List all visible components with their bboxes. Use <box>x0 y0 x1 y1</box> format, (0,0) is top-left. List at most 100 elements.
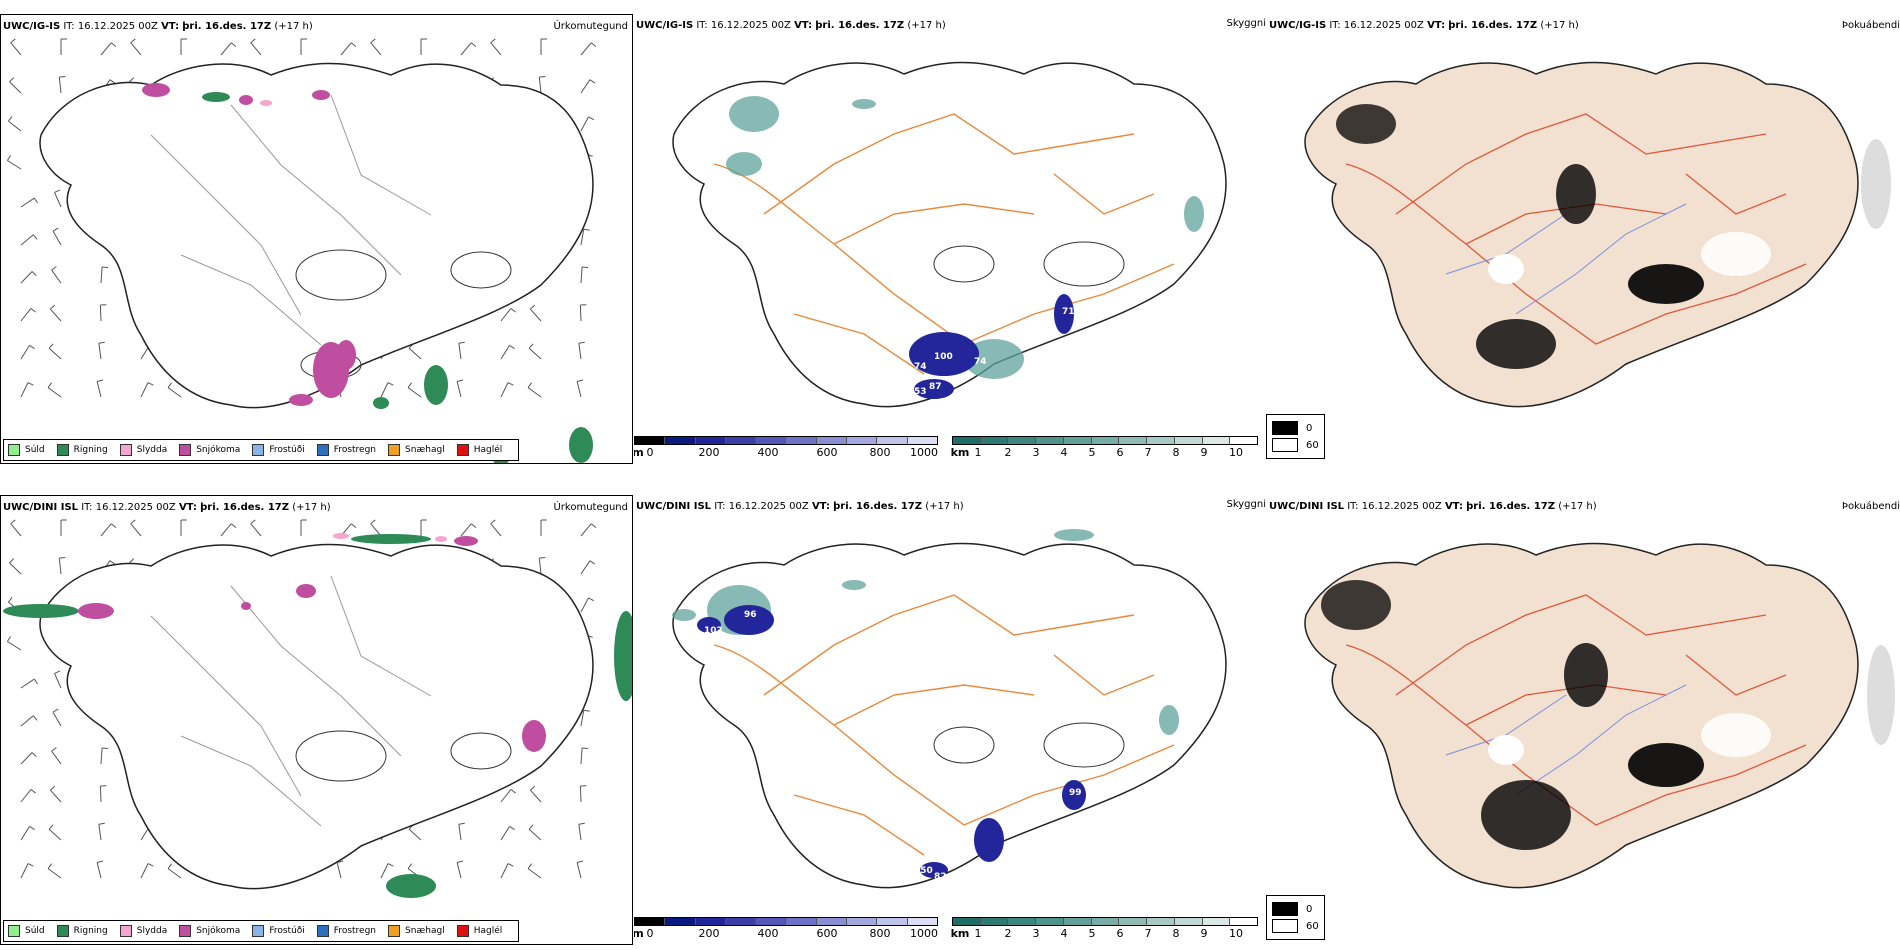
wind-barb <box>580 710 585 727</box>
wind-barb <box>100 523 112 537</box>
wind-barb <box>98 343 102 360</box>
wind-barb <box>100 266 103 284</box>
wind-barb <box>580 747 583 765</box>
wind-barb <box>527 387 542 398</box>
legend-swatch <box>388 444 401 456</box>
cloud-label: 100 <box>934 352 953 362</box>
wind-barb-flag <box>30 308 36 313</box>
wind-barb <box>20 197 35 208</box>
wind-barb <box>336 862 342 879</box>
wind-barb <box>20 345 30 360</box>
precip-legend: Súld Rigning Slydda Snjókoma Frostúði Fr… <box>3 439 520 461</box>
wind-barb <box>578 343 582 360</box>
wind-barb-flag <box>458 822 465 825</box>
wind-barb <box>538 77 542 94</box>
wind-barb <box>380 863 389 879</box>
wind-barb <box>580 266 583 284</box>
wind-barb-flag <box>528 824 534 830</box>
cbar-seg <box>980 437 1009 444</box>
legend-swatch <box>56 444 69 456</box>
visibility-map: 55 100 74 87 53 74 71 <box>672 61 1227 408</box>
cloud-base-colorbar: m 0 200 400 600 800 1000 <box>634 436 938 459</box>
legend-swatch <box>56 925 69 937</box>
cbar-seg <box>635 437 666 444</box>
cbar-seg <box>1230 437 1258 444</box>
wind-barb-flag <box>51 747 57 752</box>
unit: km <box>950 446 970 459</box>
cbar-seg <box>665 918 696 925</box>
wind-barb-flag <box>407 382 413 388</box>
wind-barb-flag <box>47 382 53 388</box>
cbar-seg <box>1147 918 1175 925</box>
cbar-seg <box>1174 437 1203 444</box>
cbar-seg <box>695 437 726 444</box>
wind-barb <box>500 826 510 841</box>
wind-barb-flag <box>10 38 16 44</box>
wind-barb <box>580 79 591 94</box>
wind-barb-flag <box>32 234 38 240</box>
wind-barb <box>51 750 62 765</box>
wind-barb-flag <box>10 519 16 525</box>
wind-barb-flag <box>588 597 595 602</box>
wind-barb-flag <box>29 825 35 831</box>
wind-barb-flag <box>130 519 136 525</box>
fog-legend: 0 60 <box>1266 414 1325 459</box>
wind-barb-flag <box>31 271 37 277</box>
wind-barb-flag <box>456 860 464 863</box>
wind-barb <box>49 308 62 322</box>
wind-barb <box>220 523 232 537</box>
wind-barb <box>51 269 62 284</box>
legend-swatch <box>1272 438 1298 452</box>
cloud-base-colorbar: m 0 200 400 600 800 1000 <box>634 917 938 940</box>
wind-barb-flag <box>33 197 39 204</box>
wind-barb <box>458 824 462 841</box>
wind-barb <box>576 381 582 398</box>
cloud-label: 102 <box>704 626 723 636</box>
legend-swatch <box>252 925 265 937</box>
legend-swatch <box>316 444 329 456</box>
wind-barb-flag <box>27 863 34 867</box>
wind-barb <box>49 789 62 803</box>
wind-barb-flag <box>350 523 357 528</box>
cloud-label: 150 <box>914 866 933 876</box>
wind-barb-flag <box>590 42 597 47</box>
legend-swatch <box>388 925 401 937</box>
legend-swatch <box>1272 421 1298 435</box>
panel-header: UWC/DINI ISL IT: 16.12.2025 00Z VT: þri.… <box>636 501 964 512</box>
panel-header: UWC/IG-IS IT: 16.12.2025 00Z VT: þri. 16… <box>3 21 313 32</box>
cloud-label: 99 <box>1069 788 1082 798</box>
wind-barb-flag <box>8 116 13 122</box>
cbar-seg <box>725 437 757 444</box>
wind-barb <box>100 747 103 765</box>
wind-barb <box>20 863 29 879</box>
wind-barb <box>500 345 510 360</box>
wind-barb <box>490 523 502 537</box>
wind-barb <box>58 558 62 575</box>
wind-barb <box>527 868 542 879</box>
wind-barb-flag <box>582 266 589 268</box>
wind-barb-flag <box>510 308 516 313</box>
wind-barb-flag <box>59 76 66 78</box>
wind-barb <box>380 382 389 398</box>
cloud-label: 74 <box>914 362 927 372</box>
wind-barb <box>578 824 582 841</box>
wind-barb <box>96 381 102 398</box>
wind-barb-flag <box>30 789 36 794</box>
visibility-panel-bottom: UWC/DINI ISL IT: 16.12.2025 00Z VT: þri.… <box>634 495 1266 945</box>
wind-barb <box>20 308 32 322</box>
wind-barb-flag <box>109 560 116 565</box>
wind-barb <box>220 42 232 56</box>
cloud-label: 96 <box>744 610 757 620</box>
wind-barb <box>167 868 182 879</box>
fog-legend: 0 60 <box>1266 895 1325 940</box>
wind-barb-flag <box>509 825 515 831</box>
wind-barb <box>580 597 589 613</box>
wind-barb-flag <box>47 863 53 869</box>
cbar-seg <box>1008 918 1037 925</box>
wind-barb-flag <box>490 38 496 44</box>
wind-barb-flag <box>52 708 59 713</box>
legend-swatch <box>119 444 132 456</box>
wind-barb <box>140 863 149 879</box>
wind-barb-flag <box>130 38 136 44</box>
cbar-seg <box>847 437 878 444</box>
